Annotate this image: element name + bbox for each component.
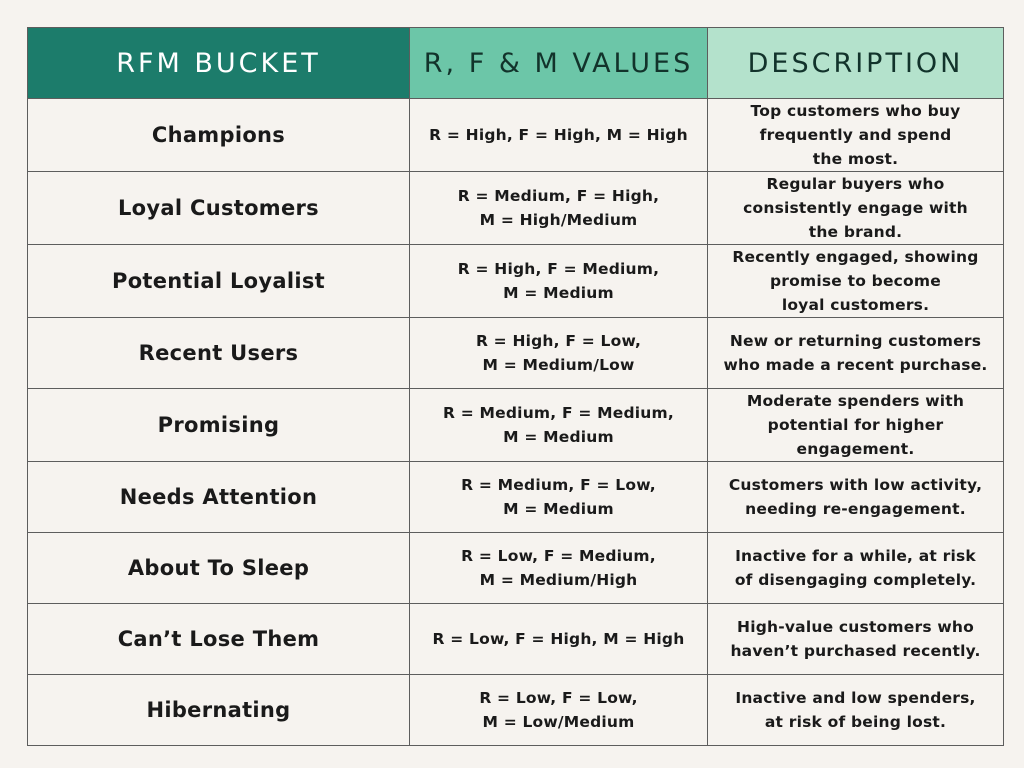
description-line: High-value customers who xyxy=(737,618,974,636)
description-line: potential for higher xyxy=(767,416,944,434)
table-row: Can’t Lose Them R = Low, F = High, M = Hi… xyxy=(27,603,1004,675)
header-row: RFM BUCKET R, F & M VALUES DESCRIPTION xyxy=(27,27,1004,99)
table-row: Recent Users R = High, F = Low, M = Medium… xyxy=(27,317,1004,389)
rfm-values-line: M = Low/Medium xyxy=(482,713,635,731)
rfm-values-line: R = Low, F = Medium, xyxy=(461,547,656,565)
rfm-bucket-cell: Recent Users xyxy=(27,317,410,389)
description-line: frequently and spend xyxy=(759,126,952,144)
table-row: Loyal Customers R = Medium, F = High, M = … xyxy=(27,171,1004,245)
description-line: Inactive and low spenders, xyxy=(735,689,976,707)
description-cell: Inactive and low spenders, at risk of bei… xyxy=(707,674,1004,746)
rfm-values-line: R = High, F = Medium, xyxy=(457,260,660,278)
description-line: Regular buyers who xyxy=(766,175,945,193)
description-line: consistently engage with xyxy=(743,199,968,217)
rfm-values-cell: R = Medium, F = Medium, M = Medium xyxy=(409,388,708,462)
description-line: engagement. xyxy=(796,440,915,458)
description-line: Recently engaged, showing xyxy=(732,248,979,266)
description-line: at risk of being lost. xyxy=(764,713,947,731)
rfm-bucket-cell: Needs Attention xyxy=(27,461,410,533)
header-rfm-values: R, F & M VALUES xyxy=(409,27,708,99)
rfm-values-line: R = Low, F = High, M = High xyxy=(432,630,685,648)
table-row: Hibernating R = Low, F = Low, M = Low/Medi… xyxy=(27,674,1004,746)
table-row: About To Sleep R = Low, F = Medium, M = Me… xyxy=(27,532,1004,604)
description-line: the most. xyxy=(812,150,899,168)
rfm-values-cell: R = Low, F = Low, M = Low/Medium xyxy=(409,674,708,746)
rfm-table: RFM BUCKET R, F & M VALUES DESCRIPTION C… xyxy=(27,27,1004,746)
header-description: DESCRIPTION xyxy=(707,27,1004,99)
rfm-values-cell: R = Medium, F = High, M = High/Medium xyxy=(409,171,708,245)
description-line: Inactive for a while, at risk xyxy=(735,547,976,565)
rfm-bucket-cell: Can’t Lose Them xyxy=(27,603,410,675)
rfm-values-line: R = High, F = Low, xyxy=(475,332,642,350)
description-line: Moderate spenders with xyxy=(746,392,965,410)
description-cell: New or returning customers who made a rec… xyxy=(707,317,1004,389)
rfm-values-line: R = Medium, F = Low, xyxy=(461,476,656,494)
description-line: who made a recent purchase. xyxy=(723,356,988,374)
description-cell: High-value customers who haven’t purchase… xyxy=(707,603,1004,675)
rfm-values-cell: R = Medium, F = Low, M = Medium xyxy=(409,461,708,533)
description-line: the brand. xyxy=(808,223,903,241)
rfm-bucket-cell: Loyal Customers xyxy=(27,171,410,245)
rfm-values-line: M = Medium/Low xyxy=(482,356,635,374)
table-row: Promising R = Medium, F = Medium, M = Medi… xyxy=(27,388,1004,462)
description-cell: Regular buyers who consistently engage wi… xyxy=(707,171,1004,245)
description-line: Top customers who buy xyxy=(750,102,961,120)
header-rfm-bucket: RFM BUCKET xyxy=(27,27,410,99)
rfm-values-line: R = Low, F = Low, xyxy=(479,689,638,707)
description-line: Customers with low activity, xyxy=(728,476,983,494)
table-row: Champions R = High, F = High, M = High Top… xyxy=(27,98,1004,172)
rfm-values-line: M = Medium/High xyxy=(479,571,638,589)
description-line: New or returning customers xyxy=(729,332,982,350)
rfm-values-line: M = Medium xyxy=(503,428,614,446)
description-line: promise to become xyxy=(770,272,941,290)
rfm-values-line: M = High/Medium xyxy=(479,211,638,229)
description-cell: Inactive for a while, at risk of disengag… xyxy=(707,532,1004,604)
description-cell: Recently engaged, showing promise to beco… xyxy=(707,244,1004,318)
rfm-values-line: R = High, F = High, M = High xyxy=(429,126,688,144)
rfm-values-line: M = Medium xyxy=(503,284,614,302)
table-header: RFM BUCKET R, F & M VALUES DESCRIPTION xyxy=(27,27,1004,99)
rfm-bucket-cell: About To Sleep xyxy=(27,532,410,604)
rfm-values-line: R = Medium, F = High, xyxy=(457,187,660,205)
description-line: haven’t purchased recently. xyxy=(730,642,981,660)
table-row: Potential Loyalist R = High, F = Medium, M… xyxy=(27,244,1004,318)
rfm-values-cell: R = High, F = Medium, M = Medium xyxy=(409,244,708,318)
description-cell: Customers with low activity, needing re-e… xyxy=(707,461,1004,533)
rfm-values-cell: R = Low, F = High, M = High xyxy=(409,603,708,675)
rfm-values-line: M = Medium xyxy=(503,500,614,518)
rfm-values-cell: R = High, F = High, M = High xyxy=(409,98,708,172)
rfm-bucket-cell: Promising xyxy=(27,388,410,462)
table-body: Champions R = High, F = High, M = High Top… xyxy=(27,98,1004,746)
rfm-values-cell: R = High, F = Low, M = Medium/Low xyxy=(409,317,708,389)
description-line: of disengaging completely. xyxy=(734,571,977,589)
rfm-values-line: R = Medium, F = Medium, xyxy=(443,404,674,422)
description-cell: Top customers who buy frequently and spen… xyxy=(707,98,1004,172)
table-row: Needs Attention R = Medium, F = Low, M = M… xyxy=(27,461,1004,533)
description-line: loyal customers. xyxy=(781,296,930,314)
rfm-values-cell: R = Low, F = Medium, M = Medium/High xyxy=(409,532,708,604)
description-line: needing re-engagement. xyxy=(745,500,966,518)
rfm-bucket-cell: Potential Loyalist xyxy=(27,244,410,318)
description-cell: Moderate spenders with potential for high… xyxy=(707,388,1004,462)
rfm-bucket-cell: Champions xyxy=(27,98,410,172)
rfm-bucket-cell: Hibernating xyxy=(27,674,410,746)
